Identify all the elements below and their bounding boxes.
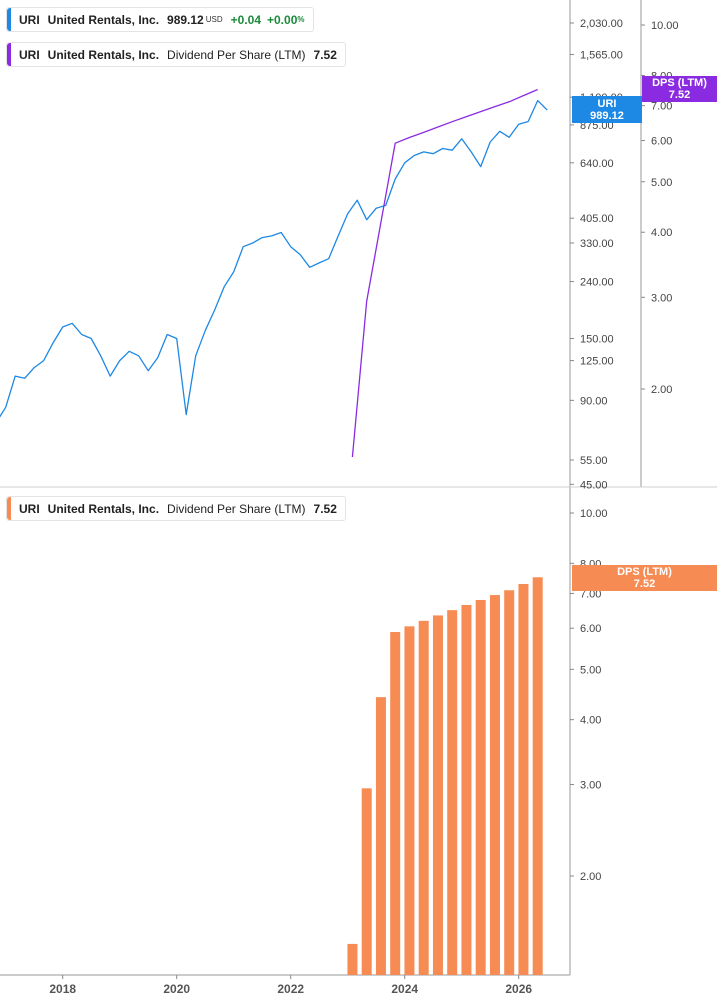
dps-bar (432, 615, 443, 975)
dps-top-legend-metric: Dividend Per Share (LTM) (167, 47, 306, 62)
dps-tick-label-bottom: 10.00 (580, 508, 608, 520)
dps-bar (361, 788, 372, 975)
dps-bottom-legend-metric: Dividend Per Share (LTM) (167, 501, 306, 516)
price-tick-label: 240.00 (580, 277, 614, 289)
price-tick-label: 330.00 (580, 238, 614, 250)
price-line (0, 99, 548, 418)
dps-top-legend-value: 7.52 (313, 47, 337, 62)
price-tag-label: URI (597, 97, 617, 110)
dps-tick-label-top: 4.00 (651, 227, 672, 239)
dps-tick-label-bottom: 3.00 (580, 780, 601, 792)
price-tick-label: 90.00 (580, 395, 608, 407)
dps-tick-label-bottom: 4.00 (580, 715, 601, 727)
price-legend-change: +0.04 (230, 12, 261, 27)
dps-bar (418, 620, 429, 975)
dps-bar (475, 599, 486, 975)
axes (0, 0, 717, 976)
dps-bar (489, 595, 500, 975)
price-tick-label: 640.00 (580, 158, 614, 170)
dps-bar (447, 610, 458, 975)
price-legend-name: United Rentals, Inc. (47, 12, 160, 27)
dps-bar (404, 626, 415, 975)
price-axis-ticks: 2,030.001,565.001,100.00875.00640.00405.… (570, 18, 623, 491)
price-tick-label: 2,030.00 (580, 18, 623, 30)
dps-tick-label-top: 2.00 (651, 384, 672, 396)
price-tick-label: 125.00 (580, 356, 614, 368)
x-axis-ticks: 2018 2020 2022 2024 2026 (49, 975, 532, 996)
price-tag-value: 989.12 (590, 109, 624, 122)
price-tick-label: 55.00 (580, 455, 608, 467)
dps-bottom-legend[interactable]: URI United Rentals, Inc. Dividend Per Sh… (6, 496, 346, 521)
dps-tick-label-top: 3.00 (651, 292, 672, 304)
price-tick-label: 1,565.00 (580, 50, 623, 62)
price-legend-pct-sign: % (297, 15, 305, 24)
x-tick-label: 2022 (277, 982, 304, 996)
price-tick-label: 150.00 (580, 333, 614, 345)
dps-tick-label-bottom: 7.00 (580, 588, 601, 600)
dps-tick-label-bottom: 2.00 (580, 871, 601, 883)
price-legend-change-pct: +0.00 (267, 12, 298, 27)
dps-bottom-tag-value: 7.52 (633, 578, 656, 590)
dps-axis-ticks-top: 10.008.007.006.005.004.003.002.00 (641, 20, 679, 396)
dps-bar (504, 590, 515, 975)
series-lines (0, 88, 548, 458)
dps-top-tag-value: 7.52 (668, 89, 691, 101)
dps-bar (518, 583, 529, 975)
dps-bar (532, 577, 543, 975)
price-legend-ticker: URI (19, 12, 40, 27)
dps-bar (347, 943, 358, 975)
price-legend-swatch (7, 8, 11, 31)
dps-top-legend-swatch (7, 43, 11, 66)
x-tick-label: 2026 (505, 982, 532, 996)
dps-top-tag: DPS (LTM) 7.52 (642, 76, 717, 102)
dps-tick-label-bottom: 6.00 (580, 623, 601, 635)
dps-bar (461, 605, 472, 975)
price-tick-label: 405.00 (580, 213, 614, 225)
dps-top-legend[interactable]: URI United Rentals, Inc. Dividend Per Sh… (6, 42, 346, 67)
price-legend-value: 989.12 (167, 12, 204, 27)
price-legend[interactable]: URI United Rentals, Inc. 989.12 USD +0.0… (6, 7, 314, 32)
dps-line (351, 88, 538, 458)
dps-bottom-legend-swatch (7, 497, 11, 520)
price-legend-currency: USD (205, 15, 223, 24)
dps-bars (347, 577, 543, 975)
dps-top-legend-name: United Rentals, Inc. (47, 47, 160, 62)
dps-tick-label-top: 10.00 (651, 20, 679, 32)
x-tick-label: 2024 (391, 982, 418, 996)
price-tick-label: 45.00 (580, 479, 608, 491)
dps-bar (390, 632, 401, 975)
dps-tick-label-top: 7.00 (651, 101, 672, 113)
x-tick-label: 2020 (163, 982, 190, 996)
dps-bottom-tag: DPS (LTM) 7.52 (572, 565, 717, 591)
dps-bottom-legend-ticker: URI (19, 501, 40, 516)
dps-tick-label-top: 5.00 (651, 177, 672, 189)
dps-top-legend-ticker: URI (19, 47, 40, 62)
dps-bottom-legend-name: United Rentals, Inc. (47, 501, 160, 516)
dps-tick-label-bottom: 5.00 (580, 664, 601, 676)
dps-top-tag-label: DPS (LTM) (652, 77, 707, 89)
dps-tick-label-top: 6.00 (651, 136, 672, 148)
x-tick-label: 2018 (49, 982, 76, 996)
dps-bar (375, 697, 386, 975)
price-tag: URI 989.12 (572, 96, 642, 123)
dps-bottom-legend-value: 7.52 (313, 501, 337, 516)
dps-bottom-tag-label: DPS (LTM) (617, 566, 672, 578)
